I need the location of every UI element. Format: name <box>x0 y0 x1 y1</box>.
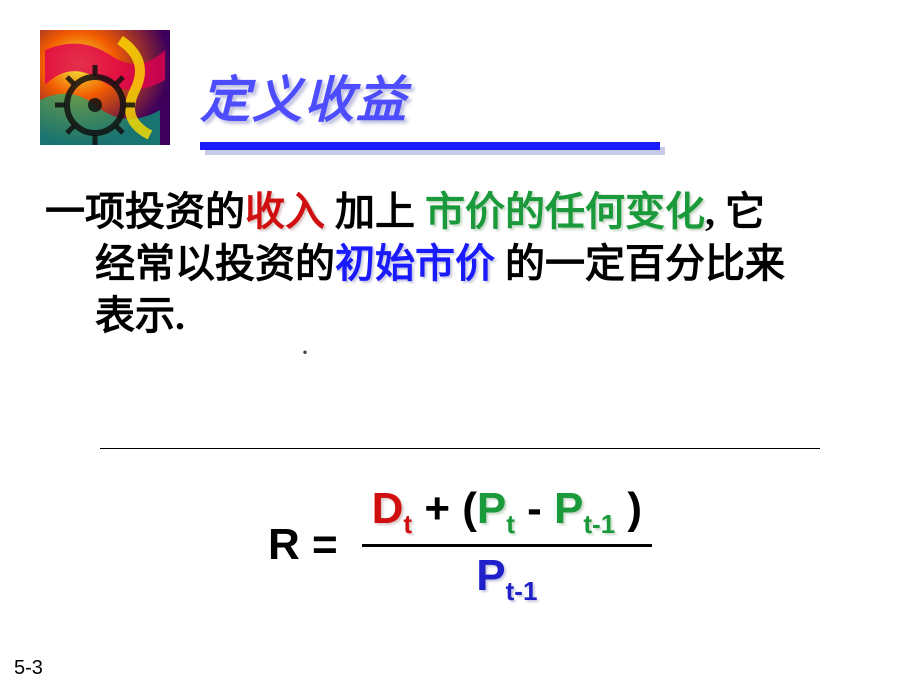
var-base: P <box>477 484 506 533</box>
text-segment: 一项投资的 <box>45 189 245 234</box>
text-segment: 经常以投资的 <box>95 241 335 286</box>
title-underline <box>200 142 880 156</box>
term-Pt-1: Pt-1 <box>554 484 615 533</box>
var-base: P <box>554 484 583 533</box>
var-base: P <box>476 551 505 600</box>
formula: R = Dt + (Pt - Pt-1 ) Pt-1 <box>0 480 920 611</box>
var-base: D <box>372 484 404 533</box>
var-sub: t <box>506 509 515 539</box>
slide-container: 定义收益 一项投资的收入 加上 市价的任何变化, 它 经常以投资的初始市价 的一… <box>0 0 920 690</box>
term-income: 收入 <box>245 189 325 234</box>
formula-denominator: Pt-1 <box>466 547 547 611</box>
decorative-image <box>40 30 170 145</box>
formula-numerator: Dt + (Pt - Pt-1 ) <box>362 480 652 544</box>
term-Dt: Dt <box>372 484 412 533</box>
term-Pt-1-denom: Pt-1 <box>476 551 537 600</box>
text-segment: , 它 <box>705 189 765 234</box>
text-segment: 的一定百分比来 <box>495 241 785 286</box>
separator-line <box>100 448 820 449</box>
op-close: ) <box>615 484 642 533</box>
body-line-2: 经常以投资的初始市价 的一定百分比来 <box>45 238 880 290</box>
text-segment: 加上 <box>325 189 425 234</box>
term-Pt: Pt <box>477 484 515 533</box>
var-sub: t <box>403 509 412 539</box>
term-initial-price: 初始市价 <box>335 241 495 286</box>
formula-fraction: Dt + (Pt - Pt-1 ) Pt-1 <box>362 480 652 611</box>
op-minus: - <box>515 484 554 533</box>
body-text: 一项投资的收入 加上 市价的任何变化, 它 经常以投资的初始市价 的一定百分比来… <box>40 186 880 342</box>
var-sub: t-1 <box>506 576 538 606</box>
formula-row: R = Dt + (Pt - Pt-1 ) Pt-1 <box>268 480 652 611</box>
title-block: 定义收益 <box>200 30 880 156</box>
op-plus-open: + ( <box>412 484 477 533</box>
decorative-dot: · <box>300 336 880 370</box>
term-market-change: 市价的任何变化 <box>425 189 705 234</box>
body-line-3: 表示. <box>45 290 880 342</box>
slide-title: 定义收益 <box>200 60 880 132</box>
page-number: 5-3 <box>14 657 43 680</box>
text-segment: 表示. <box>95 293 185 338</box>
body-line-1: 一项投资的收入 加上 市价的任何变化, 它 <box>45 186 880 238</box>
var-sub: t-1 <box>583 509 615 539</box>
slide-header: 定义收益 <box>40 30 880 156</box>
formula-lhs: R = <box>268 520 338 570</box>
